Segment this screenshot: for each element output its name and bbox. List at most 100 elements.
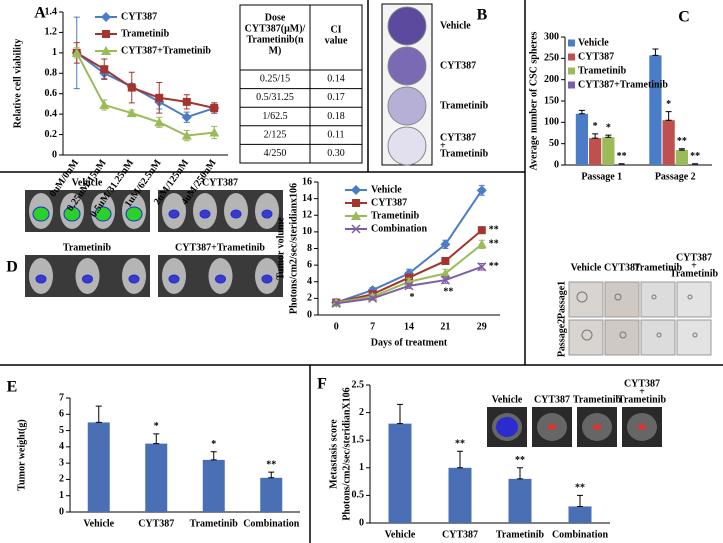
marker [71,47,82,57]
significance: ** [617,151,627,162]
image-row-label: Passage1 [556,281,567,319]
image-label: Trametinib [573,394,622,405]
marker [181,130,192,140]
marker [351,224,361,234]
sphere [692,332,698,338]
legend-label: Vehicle [371,184,402,195]
y-tick-label: 4 [307,276,312,287]
sphere-image [676,281,712,318]
bar [87,422,110,512]
legend-label: Trametinib [578,65,627,76]
well-label: Trametinib [440,148,489,159]
image-column-label: Vehicle [571,262,602,273]
image-label: CYT387 [202,177,238,188]
legend-label: CYT387 [371,197,407,208]
x-tick-label: Trametinib [496,529,545,540]
image-label: CYT387 [534,394,570,405]
y-axis-label: Tumor weight(g) [16,419,27,490]
marker [351,185,361,195]
table-frame [239,4,363,164]
significance: ** [489,239,499,250]
marker [100,65,109,74]
image-label: Trametinib [63,242,112,253]
table-header: Trametinib(n [246,34,303,45]
bar [388,423,412,523]
significance: * [593,121,598,132]
well-label: Trametinib [440,100,489,111]
signal [638,424,646,430]
x-tick-label: Combination [243,518,300,529]
significance: ** [489,261,499,272]
signal [230,209,242,219]
table-header: CYT387(μM)/ [245,23,306,34]
legend-label: CYT387+Trametinib [578,79,668,90]
y-tick-label: 1.4 [45,6,58,17]
legend-label: CYT387 [121,11,157,22]
marker [441,256,450,265]
y-axis-label: Photons/cm2/sec/steridianx106 [288,183,299,314]
table-header: CI [330,24,341,35]
marker [404,281,414,291]
marker [440,275,450,285]
x-tick-label: Trametinib [190,518,239,529]
significance: * [666,99,671,110]
marker [154,117,165,127]
y-tick-label: 0 [59,506,64,517]
marker [476,239,487,249]
bar [145,443,168,512]
signal [168,209,180,219]
panel-label: A [34,5,46,22]
error-bar [678,148,685,151]
y-tick-label: 6 [307,259,312,270]
significance: * [154,421,159,432]
well-label: CYT387 [440,60,476,71]
y-tick-label: 100 [544,117,559,128]
y-tick-label: 0.2 [45,129,58,140]
y-axis-label: Average number of CSC spheres [528,31,539,170]
sphere-image [640,281,676,318]
legend-swatch [568,39,575,47]
y-tick-label: 150 [544,95,559,106]
x-tick-label: 0 [334,321,339,332]
significance: ** [489,225,499,236]
marker [127,83,136,92]
legend-label: CYT387+Trametinib [121,45,211,56]
legend-label: Trametinib [121,28,170,39]
sphere [619,331,627,339]
y-tick-label: 0 [359,517,364,528]
error-bar [652,48,659,56]
x-tick-label: Combination [552,529,609,540]
y-tick-label: 12 [302,210,312,221]
marker [210,104,219,113]
y-tick-label: 0 [307,309,312,320]
y-tick-label: 10 [302,226,312,237]
well [387,46,427,86]
image-label: Trametinib [618,394,667,405]
sphere [614,293,622,301]
significance: ** [677,136,687,147]
y-axis-label: Tumor volume [275,217,286,280]
signal [215,274,226,284]
well [387,126,427,166]
table-cell: 0.18 [327,111,345,122]
signal [261,209,273,219]
marker [181,112,192,123]
legend-swatch [568,67,575,75]
panel-label: B [477,7,488,24]
sphere [581,329,593,341]
significance: * [211,439,216,450]
well [387,6,427,46]
y-tick-label: 1.2 [45,27,58,38]
significance: * [606,122,611,133]
image-label: + [639,386,645,397]
significance: ** [515,455,525,466]
marker [476,185,487,196]
signal [261,274,273,284]
sphere-image [640,319,676,356]
y-tick-label: 300 [544,31,559,42]
marker [368,293,378,303]
legend-label: Vehicle [578,37,609,48]
y-tick-label: 0.4 [45,108,58,119]
y-tick-label: 2 [307,293,312,304]
signal [82,274,93,284]
